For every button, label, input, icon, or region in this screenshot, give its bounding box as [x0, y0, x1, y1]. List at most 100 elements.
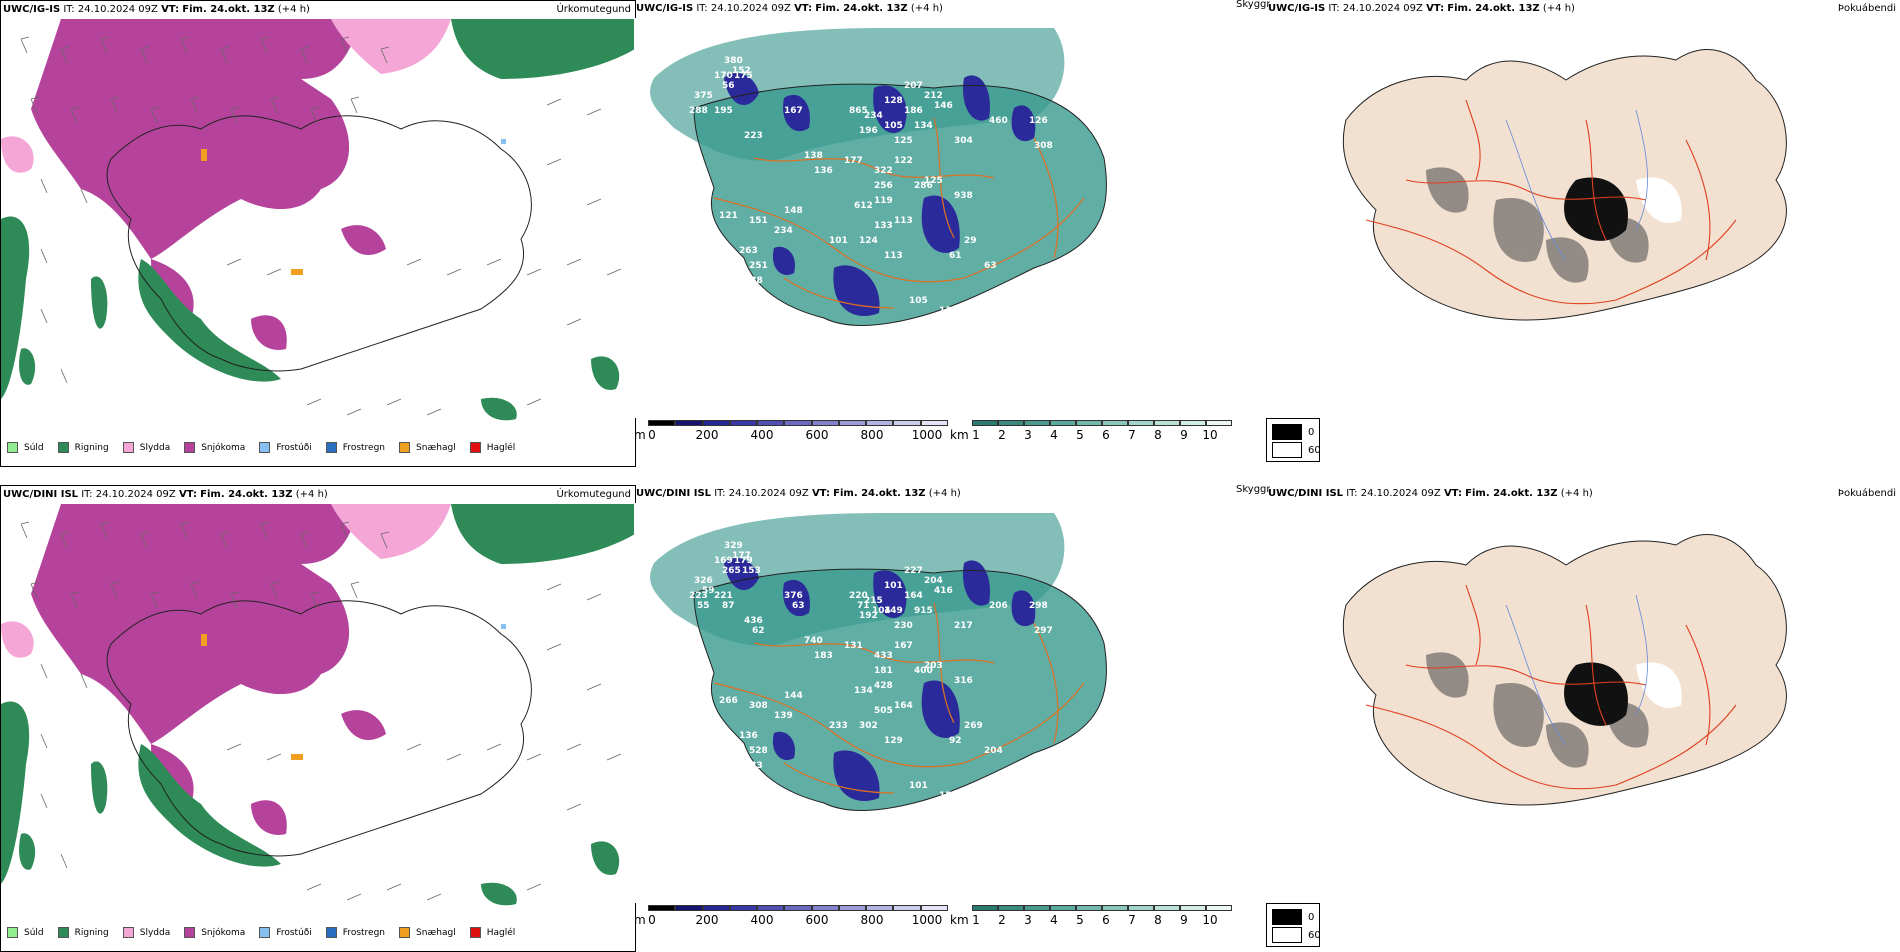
- colorbar-tick: 1000: [911, 913, 943, 927]
- fog-title: Þokuábendi: [1837, 488, 1896, 499]
- legend-label: Frostregn: [342, 927, 386, 938]
- colorbar-segment: [784, 905, 812, 911]
- precip-map[interactable]: [1, 504, 635, 914]
- fog-title: Þokuábendi: [1837, 3, 1896, 14]
- colorbar-tick: 6: [1102, 428, 1110, 442]
- colorbar-tick: 4: [1050, 428, 1058, 442]
- cloud-base-label: 266: [719, 696, 738, 706]
- cloud-base-label: 134: [854, 686, 873, 696]
- colorbar-segment: [784, 420, 812, 426]
- legend-item: Súld: [7, 927, 44, 938]
- cloud-base-label: 233: [829, 721, 848, 731]
- colorbar-tick: 10: [1202, 913, 1218, 927]
- visibility-colorbar: km 1 2 3 4 5 6 7 8 9 10: [950, 903, 1250, 933]
- cloud-base-label: 121: [869, 816, 888, 826]
- colorbar-tick: 800: [860, 913, 884, 927]
- cloud-base-label: 308: [1034, 141, 1053, 151]
- cloud-base-label: 186: [904, 106, 923, 116]
- cloud-base-label: 55: [697, 601, 710, 611]
- colorbar-tick: 400: [750, 428, 774, 442]
- colorbar-segment: [1154, 420, 1180, 426]
- cloud-base-label: 220: [849, 591, 868, 601]
- cloud-base-label: 101: [909, 781, 928, 791]
- colorbar-segment: [1050, 420, 1076, 426]
- cloud-base-label: 170: [714, 71, 733, 81]
- colorbar-segment: [675, 905, 703, 911]
- legend-swatch: [184, 442, 196, 453]
- cloud-base-label: 269: [964, 721, 983, 731]
- colorbar-tick: 400: [750, 913, 774, 927]
- cloud-base-label: 204: [984, 746, 1003, 756]
- cloud-base-label: 87: [722, 601, 735, 611]
- cloud-base-label: 169: [714, 556, 733, 566]
- cloud-base-label: 167: [894, 641, 913, 651]
- legend-swatch: [122, 442, 134, 453]
- legend-item: Frostúði: [259, 442, 312, 453]
- colorbar-segment: [1206, 905, 1232, 911]
- legend-item: Slydda: [122, 442, 170, 453]
- cloud-base-label: 612: [854, 201, 873, 211]
- cloud-base-label: 125: [924, 176, 943, 186]
- cloud-base-label: 63: [792, 601, 805, 611]
- visibility-colorbar: km 1 2 3 4 5 6 7 8 9 10: [950, 418, 1250, 448]
- cloud-base-label: 256: [874, 181, 893, 191]
- colorbar-tick: 9: [1180, 428, 1188, 442]
- legend-swatch: [469, 442, 481, 453]
- cloud-base-label: 683: [744, 806, 763, 816]
- colorbar-tick: 600: [805, 913, 829, 927]
- fog-panel: UWC/DINI ISL IT: 24.10.2024 09Z VT: Fim.…: [1266, 485, 1900, 950]
- colorbar-tick: 1000: [911, 428, 943, 442]
- cloud-base-label: 126: [1029, 116, 1048, 126]
- cloudbase-colorbar: m 0 200 400 600 800 1000: [634, 903, 948, 933]
- cloud-base-label: 938: [954, 191, 973, 201]
- colorbar-segment: [893, 905, 921, 911]
- fog-legend-label: 0: [1308, 426, 1315, 438]
- colorbar-segment: [1128, 905, 1154, 911]
- cloudbase-colorbar: m 0 200 400 600 800 1000: [634, 418, 948, 448]
- visibility-title: Skyggni: [1236, 0, 1270, 10]
- colorbar-segment: [702, 420, 730, 426]
- cloud-base-label: 29: [964, 236, 977, 246]
- legend-label: Slydda: [139, 927, 171, 938]
- colorbar-segment: [920, 420, 948, 426]
- cloud-base-label: 175: [734, 71, 753, 81]
- colorbar-tick: 2: [998, 428, 1006, 442]
- legend-label: Haglél: [486, 442, 516, 453]
- cloud-base-label: 376: [784, 591, 803, 601]
- precip-legend: Súld Rigning Slydda Snjókoma Frostúði Frostre…: [7, 927, 529, 938]
- cloud-base-label: 505: [874, 706, 893, 716]
- legend-label: Frostúði: [276, 927, 312, 938]
- fog-map[interactable]: [1306, 20, 1900, 420]
- fog-map[interactable]: [1306, 505, 1900, 905]
- colorbar-segment: [1050, 905, 1076, 911]
- legend-label: Frostregn: [342, 442, 386, 453]
- cloud-base-label: 217: [954, 621, 973, 631]
- visibility-title: Skyggni: [1236, 485, 1270, 495]
- legend-label: Snæhagl: [416, 442, 456, 453]
- colorbar-tick: 6: [1102, 913, 1110, 927]
- cloud-base-label: 183: [814, 651, 833, 661]
- cloud-base-label: 101: [829, 236, 848, 246]
- legend-label: Rigning: [74, 442, 109, 453]
- cloud-base-label: 263: [739, 246, 758, 256]
- precip-map[interactable]: [1, 19, 635, 429]
- cloud-base-label: 134: [914, 121, 933, 131]
- cloud-base-label: 181: [874, 666, 893, 676]
- cloud-base-label: 149: [884, 606, 903, 616]
- cloud-base-label: 865: [849, 106, 868, 116]
- cloud-base-label: 61: [949, 251, 962, 261]
- legend-swatch: [325, 442, 337, 453]
- colorbar-segment: [811, 905, 839, 911]
- cloudbase-map[interactable]: 380 170 175 375 288 195 167 223 865 234 196 207 212 1…: [634, 18, 1234, 418]
- colorbar-tick: 8: [1154, 913, 1162, 927]
- colorbar-segment: [866, 420, 894, 426]
- cloud-base-label: 297: [1034, 626, 1053, 636]
- cloud-base-label: 298: [1029, 601, 1048, 611]
- cloud-base-label: 136: [814, 166, 833, 176]
- legend-label: Rigning: [74, 927, 109, 938]
- cloud-base-label: 152: [732, 66, 751, 76]
- colorbar-tick: 800: [860, 428, 884, 442]
- cloud-base-label: 146: [934, 101, 953, 111]
- cloudbase-map[interactable]: 329 169 179 326 223 221 376 436 220 215 192 227 204 1…: [634, 503, 1234, 903]
- panel-title: UWC/IG-IS IT: 24.10.2024 09Z VT: Fim. 24…: [636, 3, 943, 14]
